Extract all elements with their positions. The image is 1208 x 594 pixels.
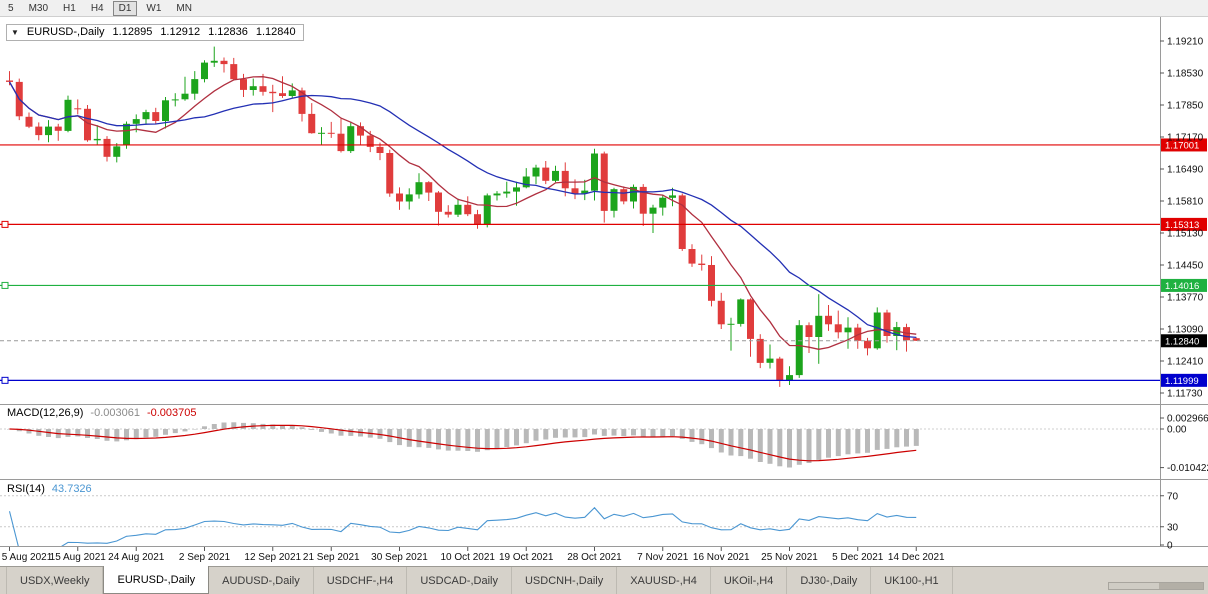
svg-text:1.11999: 1.11999 bbox=[1165, 376, 1199, 387]
svg-text:30: 30 bbox=[1167, 522, 1179, 533]
timeframe-h4[interactable]: H4 bbox=[90, 2, 104, 14]
ohlc-high: 1.12912 bbox=[160, 26, 201, 38]
tab-xauusd-h4[interactable]: XAUUSD-,H4 bbox=[617, 567, 711, 594]
svg-text:70: 70 bbox=[1167, 491, 1179, 502]
svg-text:24 Aug 2021: 24 Aug 2021 bbox=[108, 552, 165, 563]
svg-text:1.12840: 1.12840 bbox=[1165, 336, 1199, 347]
hline-handle[interactable] bbox=[1, 376, 9, 384]
svg-text:1.13090: 1.13090 bbox=[1167, 325, 1204, 336]
ohlc-close: 1.12840 bbox=[255, 26, 296, 38]
rsi-line bbox=[8, 506, 917, 546]
svg-text:1.15130: 1.15130 bbox=[1167, 229, 1204, 240]
ohlc-low: 1.12836 bbox=[208, 26, 248, 38]
timeframe-d1[interactable]: D1 bbox=[112, 0, 138, 16]
svg-text:30 Sep 2021: 30 Sep 2021 bbox=[371, 552, 428, 563]
svg-text:5 Dec 2021: 5 Dec 2021 bbox=[832, 552, 884, 563]
macd-title: MACD(12,26,9) bbox=[7, 407, 84, 419]
svg-text:1.17001: 1.17001 bbox=[1165, 140, 1199, 151]
rsi-title: RSI(14) bbox=[7, 483, 45, 495]
svg-text:1.12410: 1.12410 bbox=[1167, 357, 1204, 368]
svg-text:1.17850: 1.17850 bbox=[1167, 101, 1204, 112]
tabbar-scrollbar-thumb[interactable] bbox=[1159, 583, 1203, 589]
symbol-tab-bar: USDX,Weekly EURUSD-,Daily AUDUSD-,Daily USD… bbox=[0, 566, 1208, 594]
tab-ukoil-h4[interactable]: UKOil-,H4 bbox=[711, 567, 788, 594]
candlestick-series bbox=[6, 46, 920, 387]
svg-text:21 Sep 2021: 21 Sep 2021 bbox=[303, 552, 360, 563]
ohlc-open: 1.12895 bbox=[112, 26, 153, 38]
chart-symbol-label: EURUSD-,Daily bbox=[26, 26, 105, 38]
macd-histogram bbox=[7, 422, 919, 468]
svg-text:1.15810: 1.15810 bbox=[1167, 197, 1204, 208]
svg-text:12 Sep 2021: 12 Sep 2021 bbox=[244, 552, 301, 563]
timeframe-toolbar: 5 M30 H1 H4 D1 W1 MN bbox=[0, 0, 1208, 17]
svg-text:10 Oct 2021: 10 Oct 2021 bbox=[441, 552, 496, 563]
tabbar-scrollbar[interactable] bbox=[1108, 582, 1204, 590]
tab-audusd-daily[interactable]: AUDUSD-,Daily bbox=[209, 567, 314, 594]
svg-text:2 Sep 2021: 2 Sep 2021 bbox=[179, 552, 231, 563]
svg-text:0.00: 0.00 bbox=[1167, 425, 1187, 436]
chart-ohlc-header[interactable]: ▼ EURUSD-,Daily 1.12895 1.12912 1.12836 … bbox=[6, 24, 304, 41]
ma-slow-line bbox=[8, 81, 917, 339]
macd-signal-value: -0.003705 bbox=[146, 407, 197, 419]
svg-text:15 Aug 2021: 15 Aug 2021 bbox=[50, 552, 107, 563]
price-badge-1-17001 bbox=[1161, 138, 1207, 152]
tab-usdcad-daily[interactable]: USDCAD-,Daily bbox=[407, 567, 512, 594]
svg-text:7 Nov 2021: 7 Nov 2021 bbox=[637, 552, 689, 563]
tab-uk100-h1[interactable]: UK100-,H1 bbox=[871, 567, 953, 594]
svg-text:1.13770: 1.13770 bbox=[1167, 293, 1204, 304]
hline-handle[interactable] bbox=[1, 220, 9, 228]
svg-text:1.18530: 1.18530 bbox=[1167, 69, 1204, 80]
svg-text:16 Nov 2021: 16 Nov 2021 bbox=[693, 552, 750, 563]
macd-value: -0.003061 bbox=[90, 407, 140, 419]
rsi-axis-labels: 70 30 0 bbox=[1160, 491, 1179, 552]
tab-eurusd-daily[interactable]: EURUSD-,Daily bbox=[103, 566, 210, 594]
svg-text:19 Oct 2021: 19 Oct 2021 bbox=[499, 552, 554, 563]
svg-text:5 Aug 2021: 5 Aug 2021 bbox=[2, 552, 53, 563]
timeframe-mn[interactable]: MN bbox=[176, 2, 192, 14]
tab-dj30-daily[interactable]: DJ30-,Daily bbox=[787, 567, 872, 594]
svg-text:1.11730: 1.11730 bbox=[1167, 389, 1203, 400]
svg-text:0.002966: 0.002966 bbox=[1167, 414, 1208, 425]
svg-text:1.14450: 1.14450 bbox=[1167, 261, 1204, 272]
svg-text:1.14016: 1.14016 bbox=[1165, 281, 1199, 292]
price-badge-1-14016 bbox=[1161, 278, 1207, 292]
timeframe-h1[interactable]: H1 bbox=[63, 2, 76, 14]
hline-handle[interactable] bbox=[1, 281, 9, 289]
svg-text:1.19210: 1.19210 bbox=[1167, 37, 1204, 48]
svg-text:-0.010422: -0.010422 bbox=[1167, 463, 1208, 474]
svg-text:28 Oct 2021: 28 Oct 2021 bbox=[567, 552, 622, 563]
svg-text:25 Nov 2021: 25 Nov 2021 bbox=[761, 552, 818, 563]
price-badge-1-15313 bbox=[1161, 217, 1207, 231]
collapse-icon[interactable]: ▼ bbox=[11, 27, 19, 37]
svg-text:0: 0 bbox=[1167, 541, 1173, 552]
price-axis-labels: 1.19210 1.18530 1.17850 1.17170 1.16490 1.158… bbox=[1160, 37, 1204, 400]
macd-indicator-label: MACD(12,26,9) -0.003061 -0.003705 bbox=[7, 407, 197, 419]
tab-usdchf-h4[interactable]: USDCHF-,H4 bbox=[314, 567, 408, 594]
tab-usdcnh-daily[interactable]: USDCNH-,Daily bbox=[512, 567, 618, 594]
macd-signal-line bbox=[9, 424, 917, 462]
timeframe-m30[interactable]: M30 bbox=[28, 2, 49, 14]
svg-text:14 Dec 2021: 14 Dec 2021 bbox=[888, 552, 945, 563]
tab-usdx-weekly[interactable]: USDX,Weekly bbox=[6, 567, 104, 594]
svg-text:1.15313: 1.15313 bbox=[1165, 220, 1199, 231]
current-price-badge bbox=[1161, 334, 1207, 348]
rsi-value: 43.7326 bbox=[51, 483, 92, 495]
ma-fast-line bbox=[8, 76, 917, 350]
svg-text:1.16490: 1.16490 bbox=[1167, 165, 1204, 176]
timeframe-5[interactable]: 5 bbox=[8, 2, 14, 14]
svg-text:1.17170: 1.17170 bbox=[1167, 133, 1204, 144]
timeframe-w1[interactable]: W1 bbox=[146, 2, 162, 14]
rsi-indicator-label: RSI(14) 43.7326 bbox=[7, 483, 92, 495]
price-badge-1-11999 bbox=[1161, 373, 1207, 387]
